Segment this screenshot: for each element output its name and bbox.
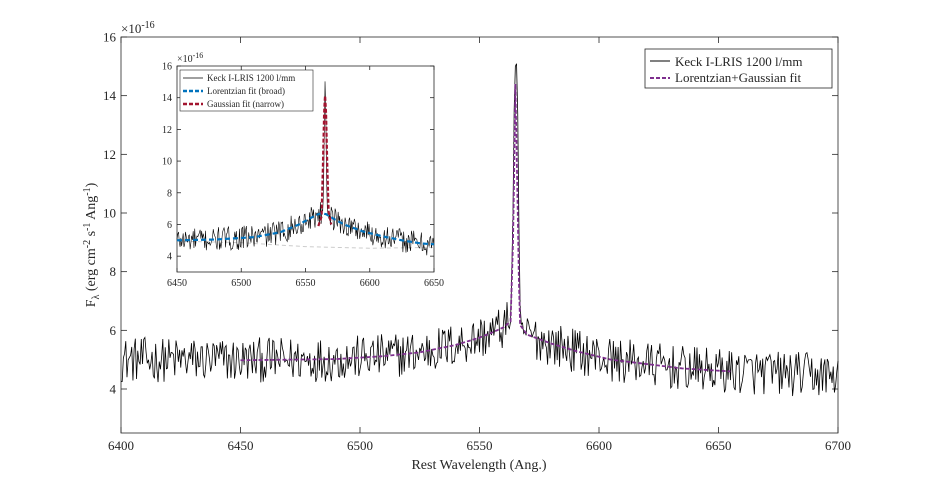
main-series-layer bbox=[120, 63, 839, 397]
inset-ytick-label: 8 bbox=[167, 188, 172, 199]
inset-xtick-label: 6550 bbox=[296, 278, 316, 289]
main-ytick-label: 10 bbox=[103, 206, 116, 221]
main-ytick-label: 12 bbox=[103, 147, 116, 162]
inset-y-axis-ticks: 4 6 8 10 12 14 16 bbox=[162, 62, 434, 263]
main-xtick-label: 6500 bbox=[347, 438, 373, 453]
main-xtick-label: 6550 bbox=[467, 438, 493, 453]
main-ytick-label: 14 bbox=[103, 88, 117, 103]
main-series-observed bbox=[120, 63, 839, 397]
inset-legend-label-gaussian: Gaussian fit (narrow) bbox=[207, 99, 284, 109]
main-xtick-label: 6700 bbox=[825, 438, 851, 453]
legend-label-observed: Keck I-LRIS 1200 l/mm bbox=[675, 54, 802, 69]
x-axis-label: Rest Wavelength (Ang.) bbox=[411, 458, 546, 473]
inset-series-layer bbox=[176, 81, 435, 256]
inset-xtick-label: 6600 bbox=[360, 278, 380, 289]
main-y-multiplier: ×10-16 bbox=[121, 20, 155, 36]
inset-legend: Keck I-LRIS 1200 l/mm Lorentzian fit (br… bbox=[179, 69, 314, 112]
inset-series-continuum bbox=[176, 240, 435, 249]
inset-legend-label-lorentzian: Lorentzian fit (broad) bbox=[207, 86, 285, 96]
inset-ytick-label: 4 bbox=[167, 252, 172, 263]
inset-y-multiplier: ×10-16 bbox=[177, 51, 203, 65]
main-xtick-label: 6400 bbox=[108, 438, 134, 453]
inset-xtick-label: 6450 bbox=[167, 278, 187, 289]
inset-series-observed bbox=[176, 81, 435, 256]
main-xtick-label: 6650 bbox=[706, 438, 732, 453]
inset-series-lorentzian bbox=[176, 212, 435, 246]
y-axis-label: Fλ (erg cm-2 s-1 Ang-1) bbox=[82, 182, 102, 307]
main-ytick-label: 4 bbox=[110, 382, 117, 397]
main-series-fit bbox=[240, 83, 731, 373]
main-legend: Keck I-LRIS 1200 l/mm Lorentzian+Gaussia… bbox=[644, 48, 833, 89]
inset-ytick-label: 14 bbox=[162, 93, 172, 104]
inset-ytick-label: 16 bbox=[162, 62, 172, 73]
inset-ytick-label: 6 bbox=[167, 220, 172, 231]
main-ytick-label: 8 bbox=[110, 264, 117, 279]
main-xtick-label: 6450 bbox=[228, 438, 254, 453]
main-xtick-label: 6600 bbox=[586, 438, 612, 453]
inset-x-axis-ticks: 6450 6500 6550 6600 6650 bbox=[167, 66, 444, 289]
inset-legend-label-observed: Keck I-LRIS 1200 l/mm bbox=[207, 73, 295, 83]
main-ytick-label: 6 bbox=[110, 323, 117, 338]
inset-ytick-label: 12 bbox=[162, 125, 172, 136]
main-ytick-label: 16 bbox=[103, 30, 117, 45]
inset-series-gaussian bbox=[317, 95, 333, 227]
inset-ytick-label: 10 bbox=[162, 157, 172, 168]
legend-label-fit: Lorentzian+Gaussian fit bbox=[675, 70, 801, 85]
inset-xtick-label: 6500 bbox=[231, 278, 251, 289]
main-x-axis-ticks: 6400 6450 6500 6550 6600 6650 6700 bbox=[108, 37, 851, 453]
main-y-axis-ticks: 4 6 8 10 12 14 16 bbox=[103, 30, 838, 397]
inset-xtick-label: 6650 bbox=[424, 278, 444, 289]
